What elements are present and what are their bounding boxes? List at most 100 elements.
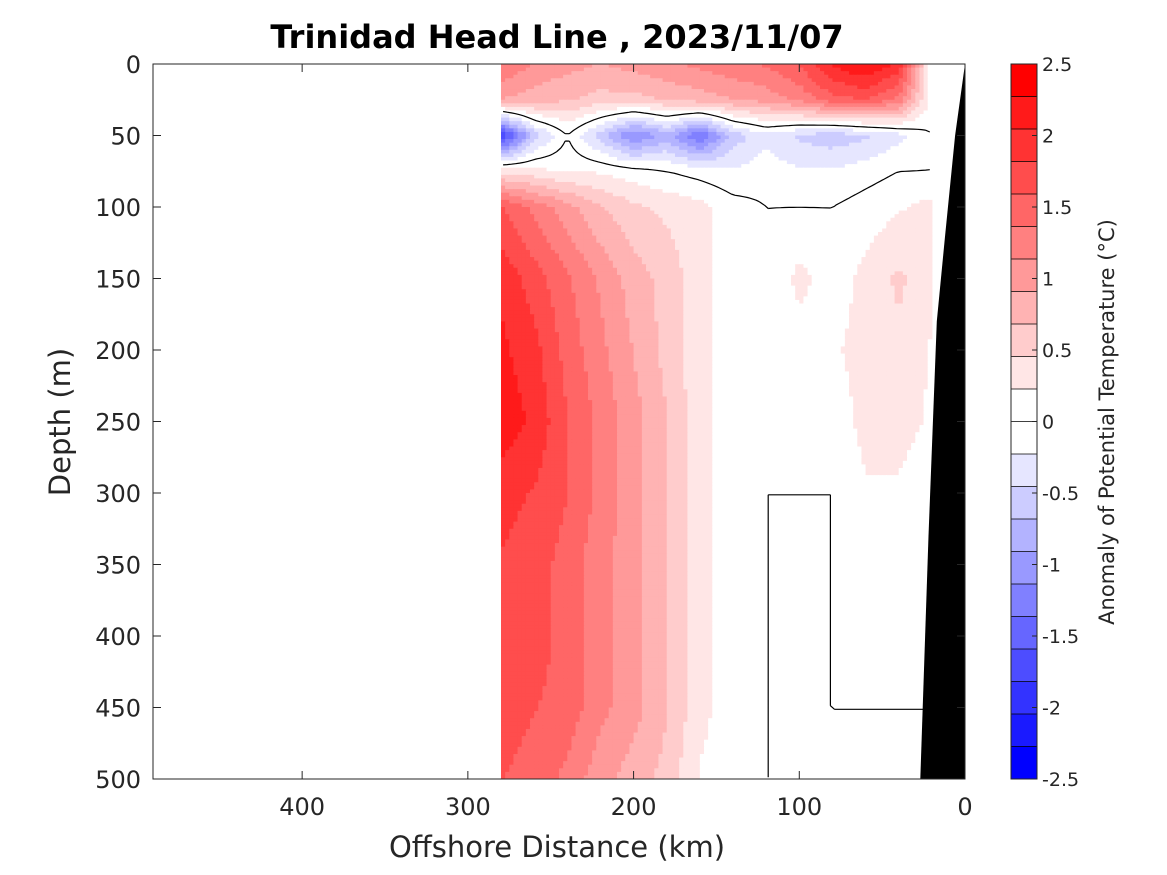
heatmap-cell: [687, 228, 693, 233]
heatmap-cell: [807, 178, 813, 183]
heatmap-cell: [600, 178, 606, 183]
heatmap-cell: [911, 121, 916, 126]
heatmap-cell: [592, 139, 597, 144]
heatmap-cell: [687, 99, 693, 104]
heatmap-cell: [513, 96, 519, 101]
heatmap-cell: [708, 114, 713, 119]
heatmap-cell: [782, 114, 788, 119]
heatmap-cell: [608, 67, 614, 72]
heatmap-cell: [637, 199, 643, 205]
heatmap-cell: [679, 99, 684, 104]
heatmap-cell: [820, 99, 825, 104]
heatmap-cell: [633, 149, 639, 154]
heatmap-cell: [770, 153, 776, 158]
heatmap-cell: [637, 135, 643, 140]
heatmap-cell: [517, 185, 523, 190]
heatmap-cell: [596, 164, 602, 169]
heatmap-cell: [583, 85, 589, 90]
heatmap-cell: [927, 181, 933, 187]
heatmap-cell: [687, 128, 693, 133]
heatmap-cell: [583, 92, 589, 97]
heatmap-cell: [629, 196, 635, 201]
heatmap-cell: [927, 232, 933, 237]
heatmap-cell: [708, 232, 713, 237]
heatmap-cell: [886, 67, 892, 72]
heatmap-cell: [542, 228, 548, 233]
heatmap-cell: [786, 217, 792, 222]
heatmap-cell: [608, 214, 614, 219]
heatmap-cell: [575, 221, 581, 226]
heatmap-cell: [646, 181, 651, 187]
heatmap-cell: [670, 135, 676, 140]
heatmap-cell: [662, 207, 668, 212]
heatmap-cell: [919, 174, 925, 179]
heatmap-cell: [857, 103, 863, 108]
heatmap-cell: [824, 92, 829, 97]
heatmap-cell: [878, 156, 883, 162]
heatmap-cell: [542, 149, 548, 154]
heatmap-cell: [695, 131, 701, 137]
heatmap-cell: [766, 131, 771, 137]
heatmap-cell: [795, 146, 800, 151]
heatmap-cell: [774, 171, 780, 176]
heatmap-cell: [902, 221, 908, 226]
heatmap-cell: [728, 221, 734, 226]
heatmap-cell: [753, 196, 759, 201]
heatmap-cell: [741, 214, 747, 219]
heatmap-cell: [849, 135, 854, 140]
heatmap-cell: [525, 103, 531, 108]
heatmap-cell: [650, 139, 655, 144]
heatmap-cell: [501, 117, 506, 122]
heatmap-cell: [803, 214, 809, 219]
heatmap-cell: [687, 167, 693, 172]
heatmap-cell: [795, 106, 800, 112]
heatmap-cell: [625, 114, 631, 119]
heatmap-cell: [840, 178, 846, 183]
heatmap-cell: [820, 210, 825, 215]
heatmap-cell: [604, 199, 610, 205]
heatmap-cell: [625, 117, 631, 122]
heatmap-cell: [670, 67, 676, 72]
heatmap-cell: [803, 135, 809, 140]
heatmap-cell: [517, 156, 523, 162]
heatmap-cell: [853, 92, 858, 97]
heatmap-cell: [683, 167, 689, 172]
heatmap-cell: [617, 121, 622, 126]
heatmap-cell: [832, 103, 838, 108]
heatmap-cell: [617, 96, 622, 101]
heatmap-cell: [691, 217, 697, 222]
heatmap-cell: [873, 178, 879, 183]
heatmap-cell: [513, 67, 519, 72]
heatmap-cell: [832, 139, 838, 144]
heatmap-cell: [915, 210, 921, 215]
heatmap-cell: [675, 217, 680, 222]
heatmap-cell: [907, 192, 912, 197]
heatmap-cell: [596, 203, 602, 208]
heatmap-cell: [650, 89, 655, 94]
heatmap-cell: [778, 160, 784, 165]
heatmap-cell: [505, 181, 510, 187]
heatmap-cell: [675, 156, 680, 162]
heatmap-cell: [733, 128, 738, 133]
heatmap-cell: [617, 135, 622, 140]
heatmap-cell: [712, 89, 718, 94]
heatmap-cell: [733, 196, 738, 201]
heatmap-cell: [795, 74, 800, 79]
heatmap-cell: [538, 131, 544, 137]
heatmap-cell: [890, 67, 896, 72]
heatmap-cell: [774, 99, 780, 104]
heatmap-cell: [824, 99, 829, 104]
heatmap-cell: [861, 114, 867, 119]
heatmap-cell: [666, 210, 672, 215]
heatmap-cell: [927, 78, 933, 83]
heatmap-cell: [612, 196, 618, 201]
heatmap-cell: [791, 185, 796, 190]
heatmap-cell: [828, 99, 834, 104]
heatmap-cell: [737, 232, 742, 237]
heatmap-cell: [786, 232, 792, 237]
heatmap-cell: [853, 217, 858, 222]
heatmap-cell: [927, 210, 933, 215]
heatmap-cell: [815, 221, 821, 226]
heatmap-cell: [869, 171, 875, 176]
